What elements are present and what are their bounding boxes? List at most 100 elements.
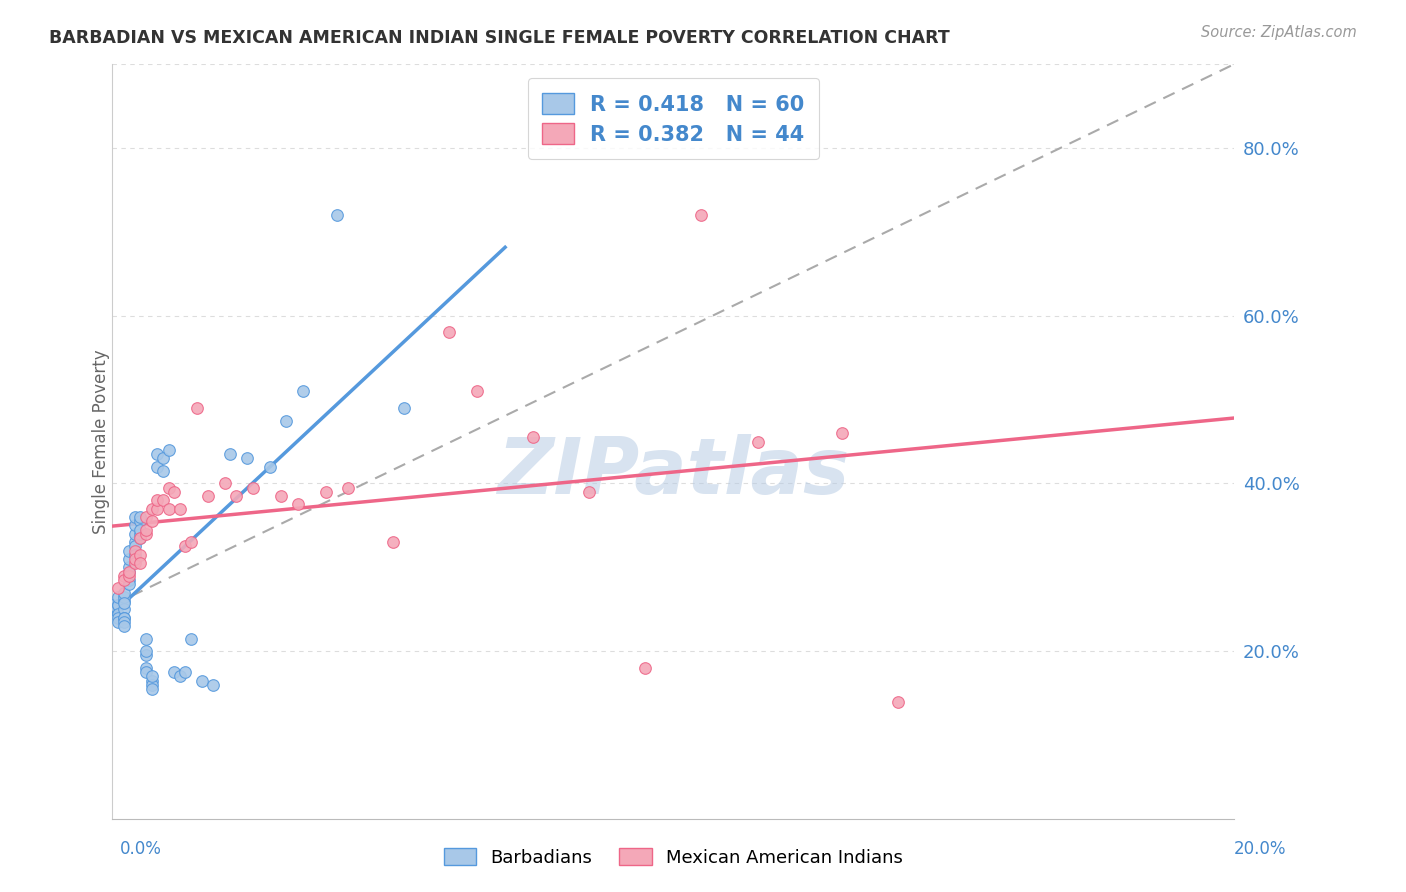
Point [180, 632, 202, 646]
Point [129, 514, 152, 528]
Point [180, 535, 202, 549]
Point [326, 208, 349, 222]
Point [107, 582, 129, 596]
Point [129, 526, 152, 541]
Text: ZIPatlas: ZIPatlas [498, 434, 849, 509]
Point [124, 518, 146, 533]
Point [191, 673, 214, 688]
Point [107, 598, 129, 612]
Point [522, 430, 544, 444]
Point [141, 681, 163, 696]
Point [157, 501, 180, 516]
Point [236, 451, 259, 466]
Point [747, 434, 769, 449]
Point [107, 607, 129, 621]
Point [157, 442, 180, 457]
Point [146, 493, 169, 508]
Point [163, 484, 186, 499]
Point [214, 476, 236, 491]
Point [124, 556, 146, 570]
Point [174, 665, 197, 680]
Point [465, 384, 488, 399]
Point [124, 540, 146, 554]
Point [118, 565, 141, 579]
Text: BARBADIAN VS MEXICAN AMERICAN INDIAN SINGLE FEMALE POVERTY CORRELATION CHART: BARBADIAN VS MEXICAN AMERICAN INDIAN SIN… [49, 29, 950, 46]
Point [112, 602, 135, 616]
Point [124, 548, 146, 562]
Point [690, 208, 713, 222]
Point [124, 526, 146, 541]
Point [141, 678, 163, 692]
Point [202, 678, 225, 692]
Point [152, 451, 174, 466]
Point [107, 610, 129, 624]
Point [152, 464, 174, 478]
Point [634, 661, 657, 675]
Point [118, 560, 141, 574]
Point [129, 510, 152, 524]
Point [107, 598, 129, 612]
Point [270, 489, 292, 503]
Point [112, 610, 135, 624]
Point [112, 596, 135, 610]
Point [101, 598, 124, 612]
Y-axis label: Single Female Poverty: Single Female Poverty [93, 350, 110, 533]
Point [118, 565, 141, 579]
Point [578, 484, 600, 499]
Text: 0.0%: 0.0% [120, 840, 162, 858]
Legend: R = 0.418   N = 60, R = 0.382   N = 44: R = 0.418 N = 60, R = 0.382 N = 44 [527, 78, 820, 159]
Point [163, 665, 186, 680]
Point [169, 501, 191, 516]
Point [112, 594, 135, 608]
Text: 20.0%: 20.0% [1234, 840, 1286, 858]
Point [242, 481, 264, 495]
Point [129, 531, 152, 545]
Point [135, 510, 157, 524]
Point [141, 514, 163, 528]
Point [124, 543, 146, 558]
Point [135, 526, 157, 541]
Point [141, 673, 163, 688]
Point [135, 644, 157, 658]
Point [129, 523, 152, 537]
Point [276, 413, 298, 427]
Point [287, 498, 309, 512]
Point [118, 577, 141, 591]
Point [135, 665, 157, 680]
Point [112, 610, 135, 624]
Point [157, 481, 180, 495]
Point [146, 459, 169, 474]
Point [381, 535, 404, 549]
Point [118, 568, 141, 582]
Point [124, 510, 146, 524]
Point [141, 669, 163, 683]
Point [124, 535, 146, 549]
Point [315, 484, 337, 499]
Point [107, 615, 129, 629]
Point [887, 695, 910, 709]
Point [186, 401, 208, 415]
Point [112, 590, 135, 604]
Point [112, 568, 135, 582]
Point [292, 384, 315, 399]
Point [831, 426, 853, 441]
Point [135, 661, 157, 675]
Point [129, 556, 152, 570]
Point [152, 493, 174, 508]
Point [135, 632, 157, 646]
Point [259, 459, 281, 474]
Point [118, 543, 141, 558]
Point [135, 648, 157, 663]
Point [169, 669, 191, 683]
Point [112, 619, 135, 633]
Point [392, 401, 415, 415]
Point [141, 501, 163, 516]
Point [146, 447, 169, 461]
Point [197, 489, 219, 503]
Point [129, 531, 152, 545]
Point [174, 540, 197, 554]
Point [225, 489, 247, 503]
Text: Source: ZipAtlas.com: Source: ZipAtlas.com [1201, 25, 1357, 40]
Point [146, 501, 169, 516]
Point [112, 585, 135, 599]
